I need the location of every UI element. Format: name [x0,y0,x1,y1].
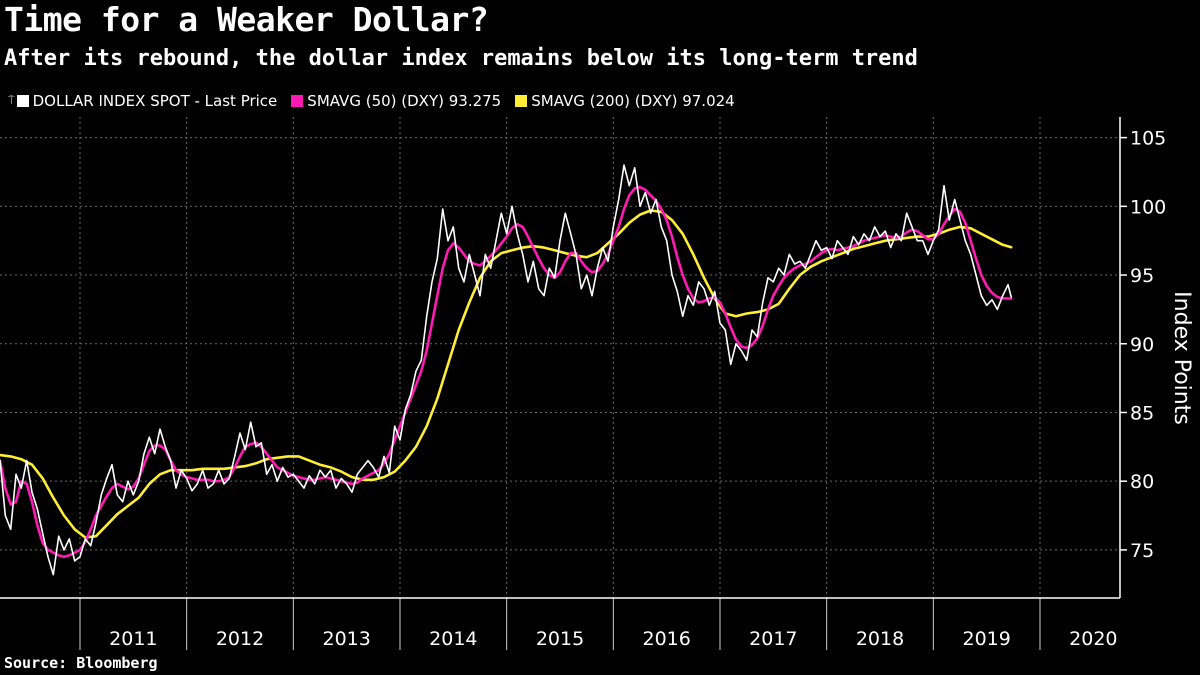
series-line-2 [0,209,1013,539]
chart-title: Time for a Weaker Dollar? [4,0,489,39]
y-axis-label: Index Points [1169,291,1194,425]
legend-swatch-sma200 [515,95,528,107]
y-tick-label: 75 [1130,540,1154,562]
x-tick-label: 2017 [749,628,797,650]
pin-icon[interactable]: ⍑ [8,94,15,107]
y-tick-labels: 75 80 85 90 95 100 105 [1130,128,1166,562]
y-tick-label: 100 [1130,196,1166,218]
legend-swatch-price [16,95,29,107]
y-tick-label: 90 [1130,334,1154,356]
y-tick-label: 95 [1130,265,1154,287]
x-tick-label: 2011 [109,628,157,650]
source-note: Source: Bloomberg [4,654,158,672]
legend-item-sma200: SMAVG (200) (DXY) 97.024 [515,92,735,110]
legend-item-price: DOLLAR INDEX SPOT - Last Price [16,92,278,110]
gridlines [0,117,1120,598]
x-tick-label: 2015 [536,628,584,650]
series-lines [0,164,1013,576]
chart-subtitle: After its rebound, the dollar index rema… [4,46,918,71]
x-tick-label: 2018 [856,628,904,650]
legend: ⍑ DOLLAR INDEX SPOT - Last Price SMAVG (… [8,92,749,110]
legend-label-sma200: SMAVG (200) (DXY) 97.024 [531,92,735,110]
series-line-0 [0,164,1012,576]
axes [0,117,1127,650]
x-tick-label: 2013 [322,628,370,650]
x-tick-label: 2020 [1069,628,1117,650]
legend-item-sma50: SMAVG (50) (DXY) 93.275 [291,92,501,110]
x-tick-label: 2014 [429,628,477,650]
y-tick-label: 80 [1130,471,1154,493]
x-tick-label: 2019 [962,628,1010,650]
legend-label-price: DOLLAR INDEX SPOT - Last Price [32,92,278,110]
x-tick-label: 2016 [642,628,690,650]
x-tick-labels: 2011 2012 2013 2014 2015 2016 2017 2018 2019 2020 [109,628,1117,650]
y-tick-label: 105 [1130,128,1166,150]
legend-swatch-sma50 [291,95,304,107]
legend-label-sma50: SMAVG (50) (DXY) 93.275 [307,92,502,110]
x-tick-label: 2012 [216,628,264,650]
y-tick-label: 85 [1130,402,1154,424]
